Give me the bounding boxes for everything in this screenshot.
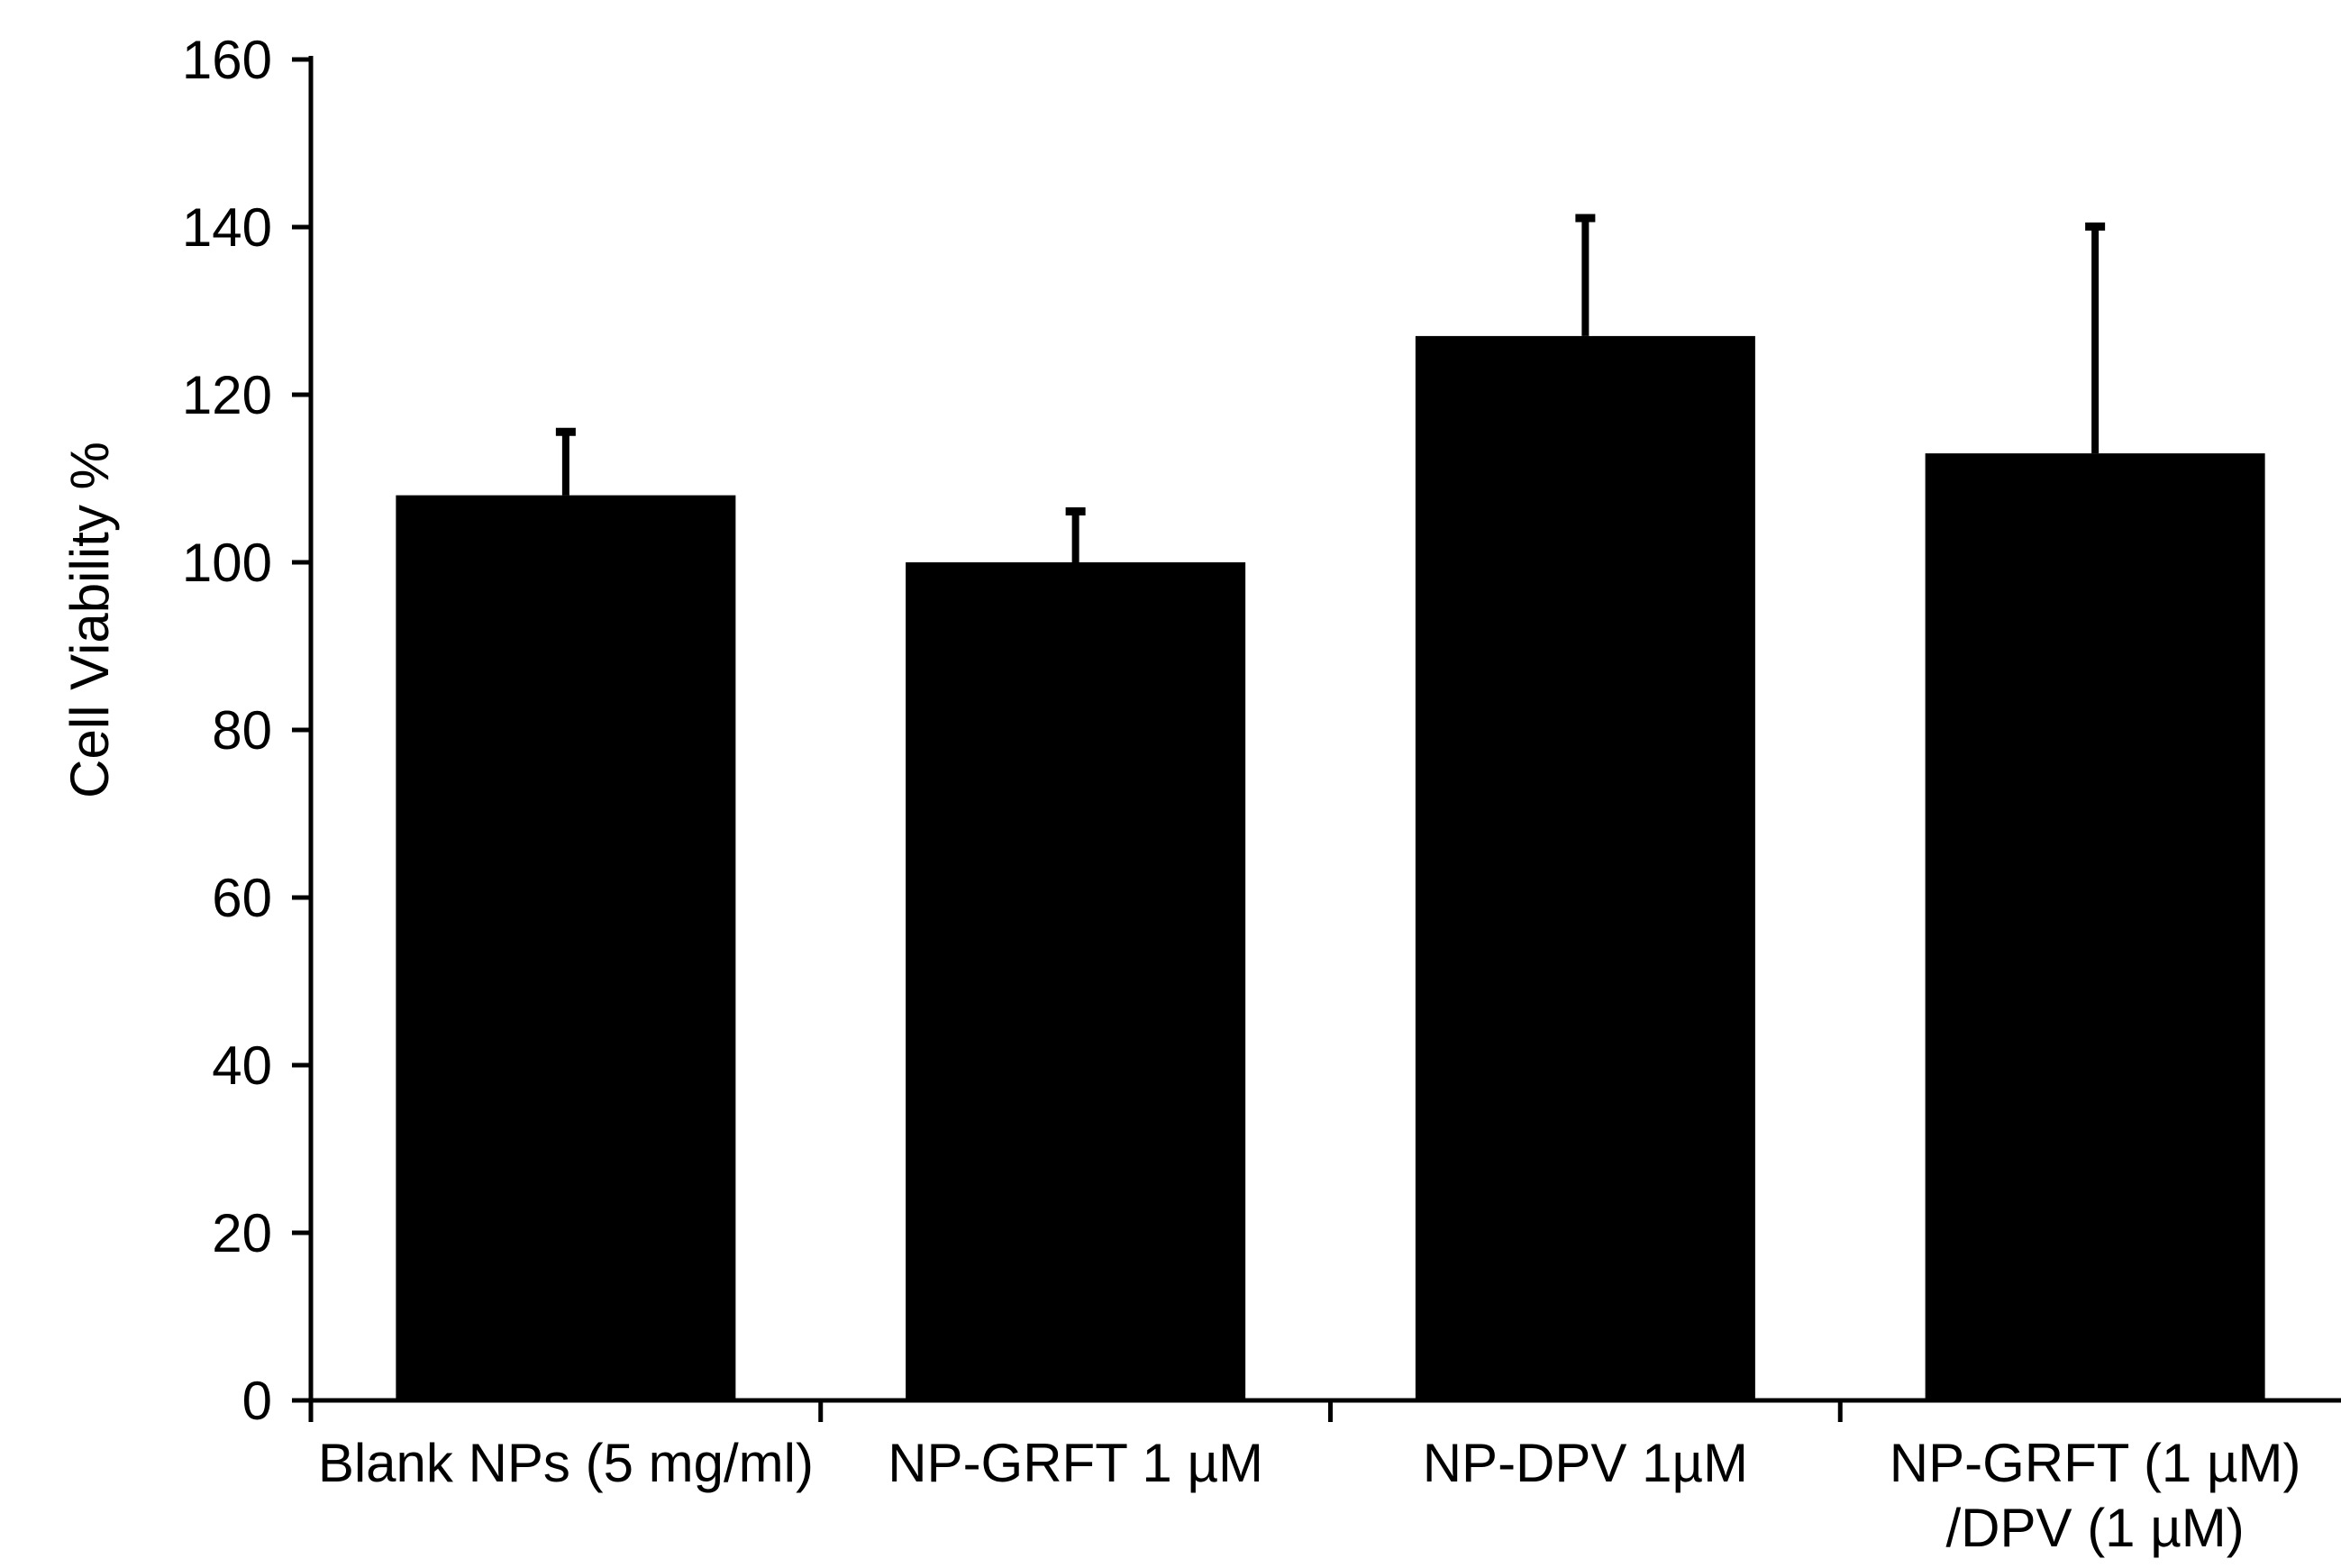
y-tick-label: 160	[182, 30, 272, 90]
y-tick-label: 80	[212, 700, 272, 761]
y-tick-label: 60	[212, 868, 272, 928]
cell-viability-bar-chart: Cell Viability % 0 20 40 60 80 100 120 140 160 Bl…	[36, 14, 2341, 1568]
bar	[1415, 335, 1755, 1400]
x-category-label: NP-DPV 1µM	[1423, 1433, 1748, 1493]
chart-canvas: Cell Viability % 0 20 40 60 80 100 120 140 160 Bl…	[59, 30, 2341, 1558]
bar	[1925, 453, 2265, 1401]
y-tick-label: 140	[182, 197, 272, 258]
y-tick-label: 120	[182, 365, 272, 425]
x-category-label: NP-GRFT (1 µM)	[1890, 1433, 2301, 1493]
bar	[396, 495, 736, 1400]
x-category-label: Blank NPs (5 mg/ml)	[318, 1433, 814, 1493]
y-axis-title: Cell Viability %	[59, 442, 120, 798]
y-tick-label: 20	[212, 1203, 272, 1263]
x-category-label: NP-GRFT 1 µM	[888, 1433, 1263, 1493]
x-category-label: /DPV (1 µM)	[1945, 1498, 2244, 1558]
y-tick-label: 40	[212, 1035, 272, 1096]
bar	[906, 562, 1246, 1400]
y-tick-label: 0	[242, 1371, 272, 1431]
y-tick-label: 100	[182, 533, 272, 593]
